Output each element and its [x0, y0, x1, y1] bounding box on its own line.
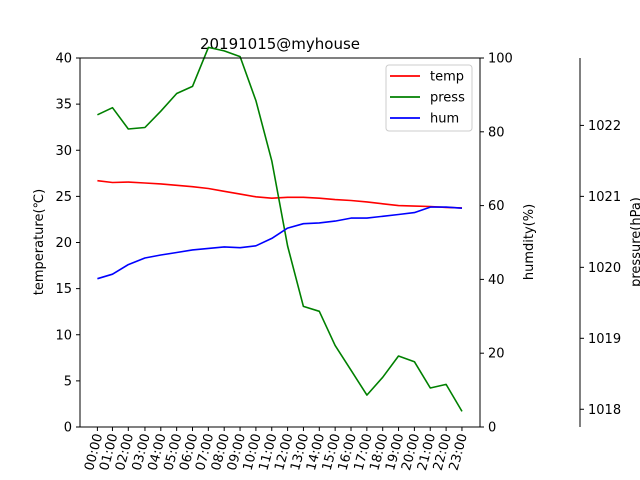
pressure-axis-label: pressure(hPa) — [629, 197, 640, 287]
legend-label-temp: temp — [430, 70, 464, 85]
pressure-tick-label: 1019 — [588, 332, 621, 347]
humidity-tick-label: 40 — [488, 273, 505, 288]
humidity-tick-label: 60 — [488, 199, 505, 214]
pressure-tick-label: 1018 — [588, 403, 621, 418]
series-line-hum — [97, 206, 463, 280]
legend-entries: temp press hum — [390, 70, 465, 127]
temperature-tick-label: 0 — [64, 421, 72, 436]
pressure-tick-label: 1021 — [588, 190, 621, 205]
humidity-tick-label: 100 — [488, 52, 513, 67]
legend-frame — [385, 64, 473, 132]
series-line-press — [97, 46, 463, 412]
temperature-tick-label: 15 — [55, 282, 72, 297]
temperature-tick-label: 35 — [55, 98, 72, 113]
series-layer — [97, 46, 463, 412]
pressure-tick-label: 1020 — [588, 261, 621, 276]
chart-title: 20191015@myhouse — [200, 35, 360, 53]
temperature-tick-label: 20 — [55, 236, 72, 251]
temperature-tick-label: 30 — [55, 144, 72, 159]
series-line-temp — [97, 179, 463, 209]
legend: temp press hum — [385, 64, 473, 132]
axes-layer — [79, 57, 581, 428]
temperature-tick-label: 40 — [55, 52, 72, 67]
temperature-tick-label: 5 — [64, 374, 72, 389]
humidity-tick-label: 20 — [488, 347, 505, 362]
temperature-tick-label: 25 — [55, 190, 72, 205]
humidity-axis-label: humdity(%) — [522, 204, 537, 280]
pressure-tick-label: 1022 — [588, 119, 621, 134]
temperature-axis-label: temperature(℃) — [32, 189, 47, 295]
legend-label-press: press — [430, 91, 465, 106]
legend-label-hum: hum — [430, 112, 459, 127]
humidity-tick-label: 80 — [488, 125, 505, 140]
temperature-tick-label: 10 — [55, 328, 72, 343]
humidity-tick-label: 0 — [488, 421, 496, 436]
